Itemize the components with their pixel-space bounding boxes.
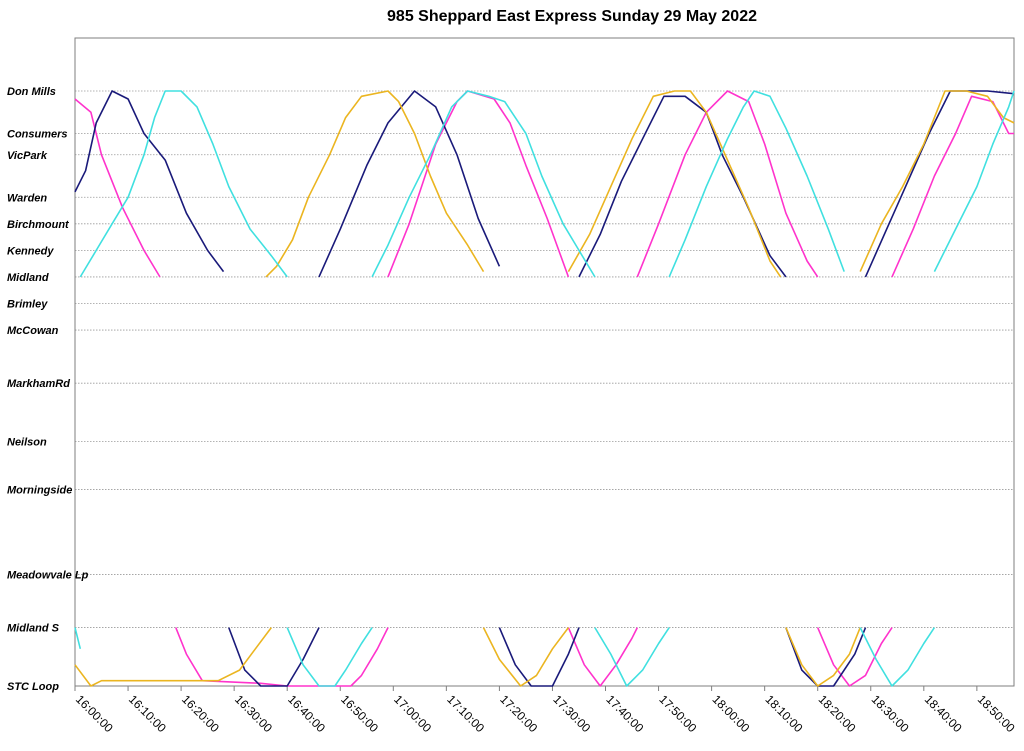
vehicle-trip-line [74,627,272,687]
stop-label: McCowan [7,325,59,337]
stop-label: Midland S [7,623,60,635]
stop-label: VicPark [7,150,48,162]
x-tick-label: 17:20:00 [497,692,540,735]
vehicle-trip-line [482,627,570,687]
vehicle-trip-line [567,90,782,278]
time-axis: 16:00:00 16:10:00 16:20:00 16:30:00 16:40:00… [73,686,1018,735]
vehicle-trip-line [864,90,1015,278]
vehicle-trip-line [891,95,1014,278]
x-tick-label: 17:10:00 [444,692,487,735]
vehicle-trip-line [668,90,845,278]
vehicle-trip-line [785,627,861,687]
stop-labels: Don Mills Consumers VicPark Warden Birchmoun… [7,86,89,693]
vehicle-trip-line [567,627,639,687]
stop-label: MarkhamRd [7,378,70,390]
x-tick-label: 18:00:00 [709,692,752,735]
vehicle-trip-line [286,627,373,687]
vehicle-trip-line [816,627,893,687]
stop-label: Don Mills [7,86,56,98]
x-tick-label: 16:10:00 [126,692,169,735]
stop-label: Kennedy [7,245,54,257]
stop-label: Meadowvale Lp [7,569,89,581]
trip-traces [74,90,1015,687]
x-tick-label: 16:30:00 [232,692,275,735]
vehicle-trip-line [74,627,82,649]
x-tick-label: 16:20:00 [179,692,222,735]
vehicle-trip-line [859,627,936,687]
vehicle-trip-line [79,90,288,278]
vehicle-trip-line [318,90,501,278]
chart-title: 985 Sheppard East Express Sunday 29 May … [387,8,757,25]
vehicle-trip-line [74,90,225,273]
x-tick-label: 18:50:00 [975,692,1018,735]
vehicle-trip-line [74,98,161,278]
vehicle-trip-line [785,627,867,687]
stop-label: Morningside [7,484,72,496]
vehicle-trip-line [933,90,1015,272]
vehicle-trip-line [371,90,596,278]
stop-label: Birchmount [7,219,70,231]
x-tick-label: 17:50:00 [656,692,699,735]
x-tick-label: 18:40:00 [922,692,965,735]
vehicle-trip-line [498,627,580,687]
vehicle-trip-line [265,90,485,278]
stop-label: Consumers [7,129,68,141]
plot-frame [74,37,1015,687]
x-tick-label: 18:20:00 [816,692,859,735]
x-tick-label: 16:40:00 [285,692,328,735]
vehicle-trip-line [175,627,389,687]
x-tick-label: 17:30:00 [550,692,593,735]
x-tick-label: 16:00:00 [73,692,116,735]
vehicle-trip-line [859,90,1015,272]
x-tick-label: 18:30:00 [869,692,912,735]
stop-label: Brimley [7,299,48,311]
stop-label: Warden [7,192,47,204]
vehicle-trip-line [636,90,819,278]
stop-label: Midland [7,272,49,284]
stop-label: Neilson [7,437,47,449]
x-tick-label: 17:00:00 [391,692,434,735]
stop-label: STC Loop [7,681,59,693]
vehicle-trip-line [594,627,670,687]
vehicle-trip-line [228,627,320,687]
x-tick-label: 18:10:00 [763,692,806,735]
x-tick-label: 16:50:00 [338,692,381,735]
x-tick-label: 17:40:00 [603,692,646,735]
